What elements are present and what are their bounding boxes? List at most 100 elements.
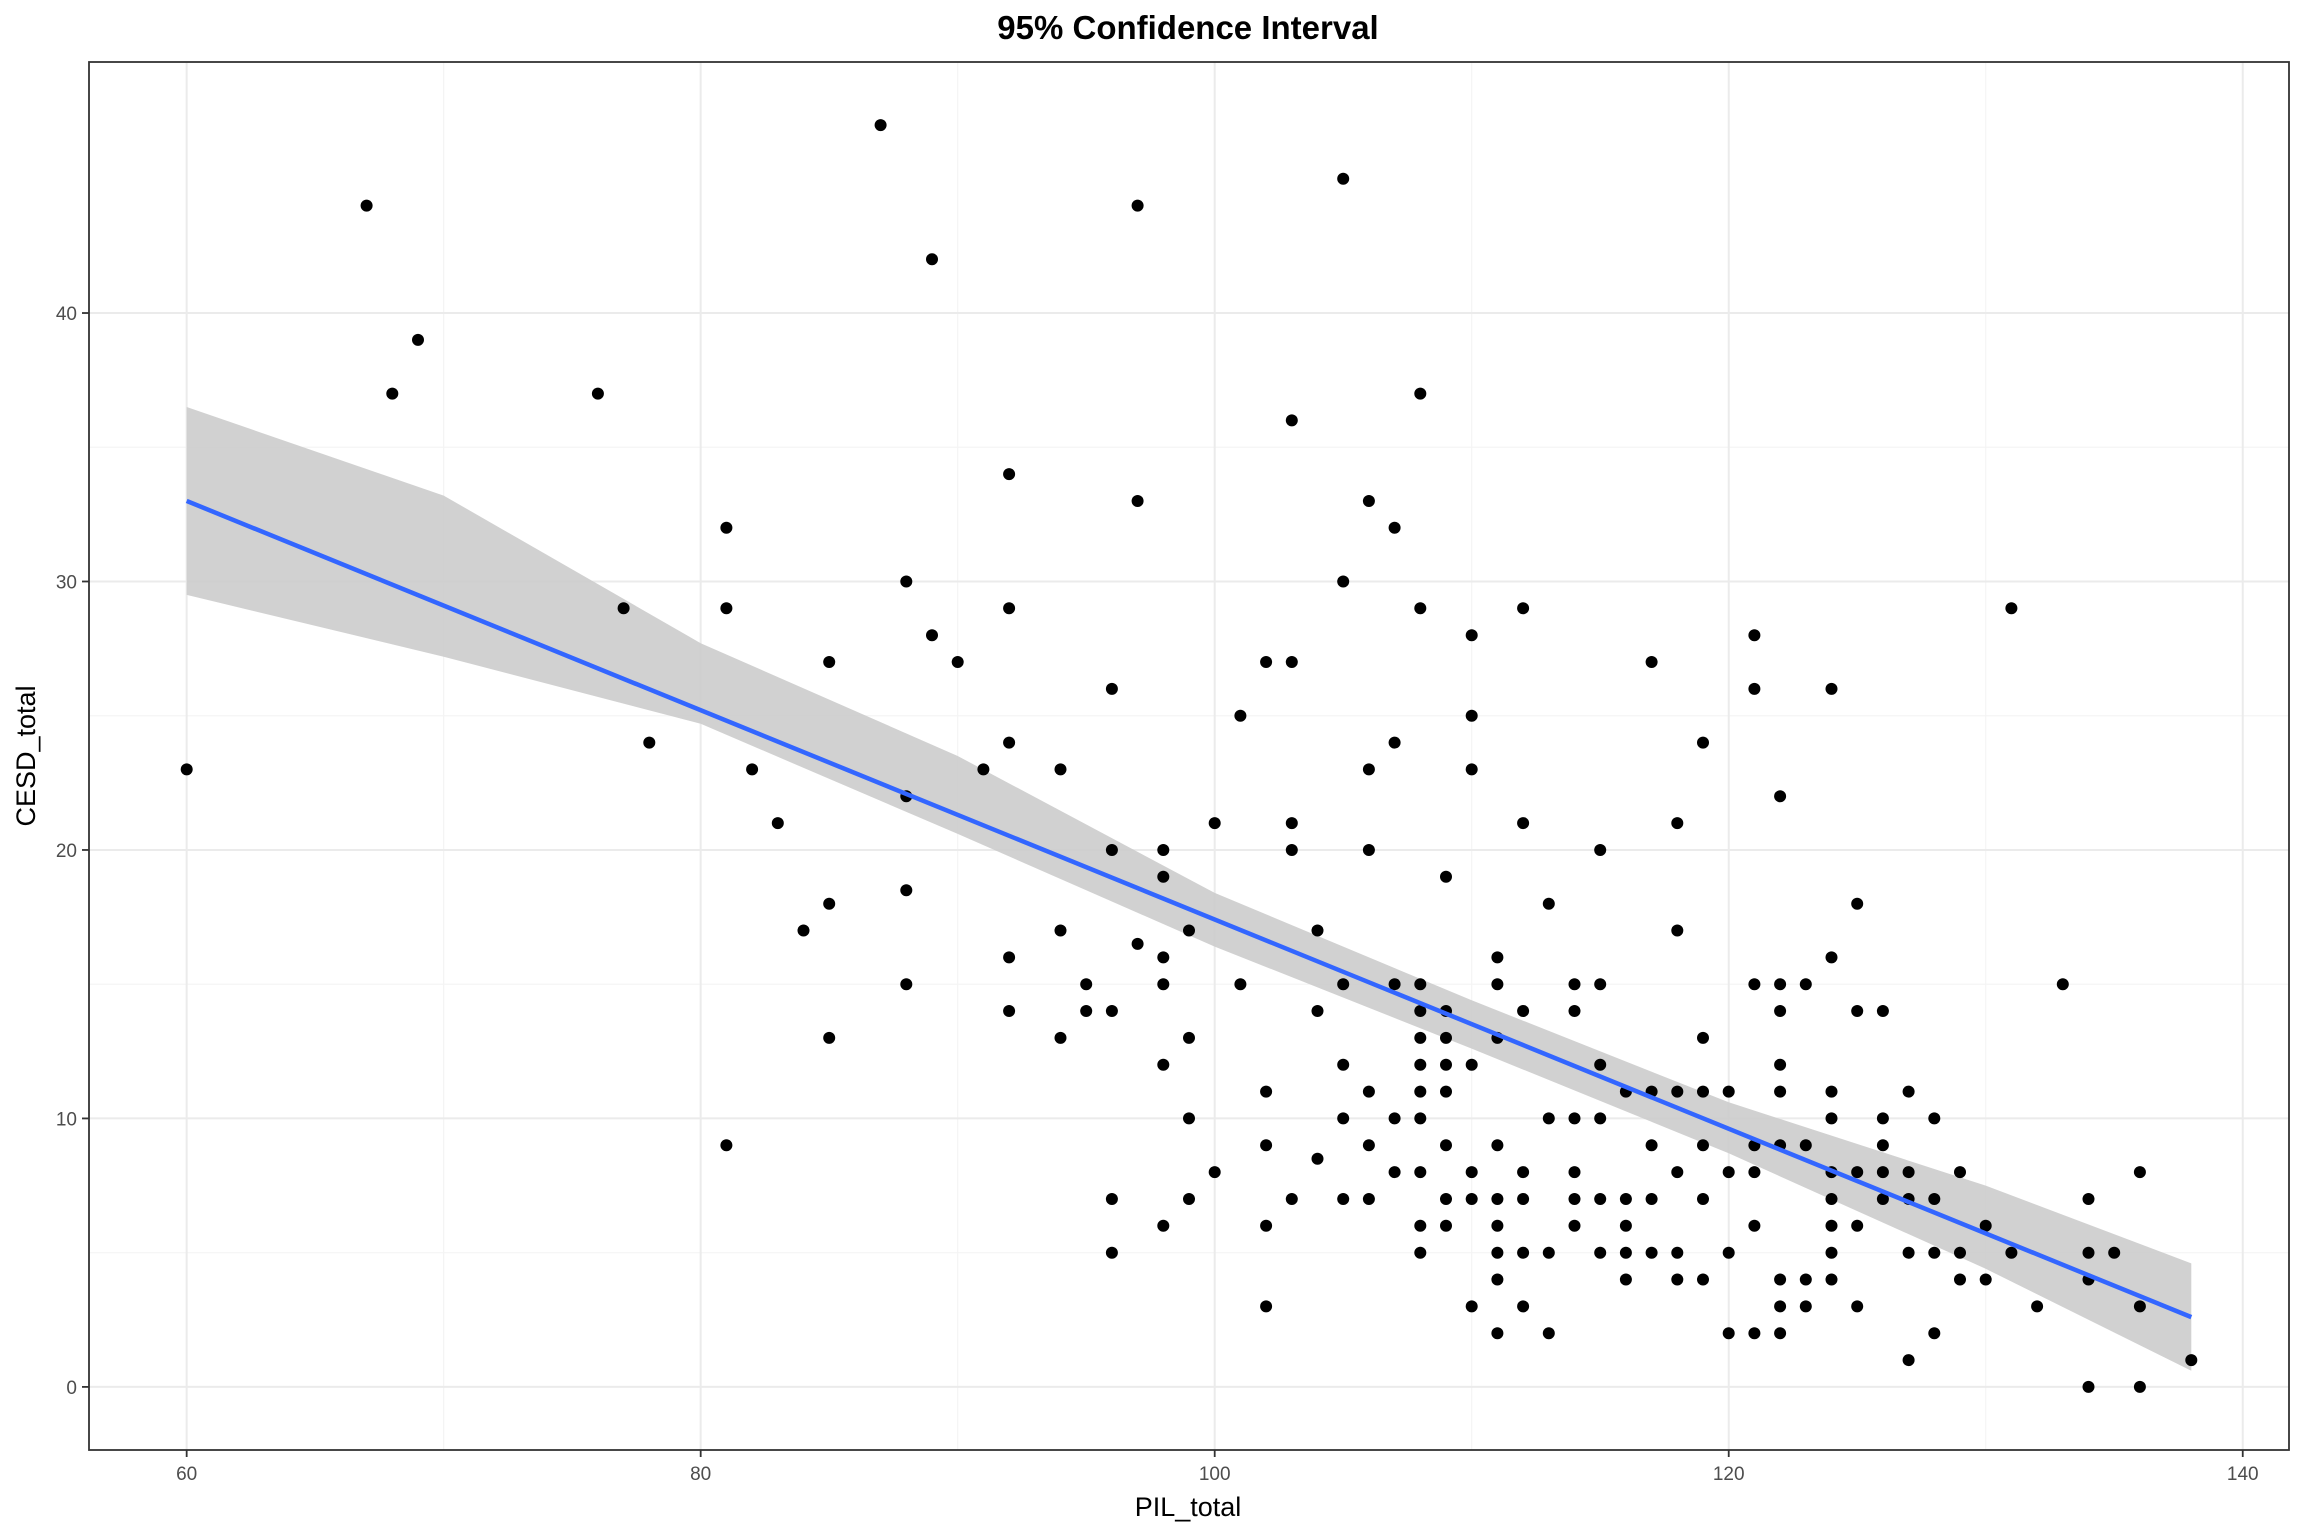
data-point (1285, 414, 1298, 427)
data-point (1568, 978, 1581, 991)
data-point (1722, 1327, 1735, 1340)
data-point (1131, 937, 1144, 950)
data-point (2133, 1166, 2146, 1179)
data-point (1234, 709, 1247, 722)
data-point (1157, 844, 1170, 856)
data-point (1003, 736, 1016, 749)
data-point (1414, 1031, 1427, 1044)
data-point (1105, 682, 1118, 695)
data-point (2185, 1354, 2198, 1367)
data-point (2082, 1246, 2095, 1259)
data-point (1568, 1193, 1581, 1205)
data-point (1465, 1193, 1478, 1205)
data-point (1414, 602, 1427, 615)
data-point (1362, 495, 1375, 507)
data-point (1774, 1085, 1787, 1098)
data-point (1722, 1166, 1735, 1179)
data-point (1491, 951, 1504, 964)
data-point (1362, 1139, 1375, 1152)
data-point (1337, 1058, 1350, 1071)
x-tick-label: 140 (2227, 1464, 2259, 1485)
data-point (1671, 1166, 1684, 1179)
data-point (1414, 1166, 1427, 1179)
data-point (1183, 1193, 1195, 1205)
data-point (1876, 1166, 1889, 1179)
data-point (1491, 1139, 1504, 1152)
data-point (1105, 1246, 1118, 1259)
data-point (1388, 1166, 1401, 1179)
data-point (1825, 682, 1838, 695)
x-tick-label: 120 (1713, 1464, 1745, 1485)
data-point (1671, 817, 1684, 830)
data-point (412, 333, 424, 346)
data-point (1774, 790, 1787, 803)
data-point (1003, 951, 1016, 964)
data-point (1157, 978, 1170, 991)
data-point (1722, 1085, 1735, 1098)
data-point (1362, 844, 1375, 856)
data-point (1851, 1300, 1864, 1313)
data-point (1774, 1273, 1787, 1286)
data-point (1311, 924, 1324, 937)
data-point (1902, 1354, 1915, 1367)
data-point (1928, 1193, 1941, 1205)
data-point (1465, 629, 1478, 642)
data-point (1183, 924, 1195, 937)
data-point (1465, 1058, 1478, 1071)
data-point (1876, 1139, 1889, 1152)
data-point (1105, 1193, 1118, 1205)
data-point (1285, 844, 1298, 856)
data-point (1748, 1327, 1761, 1340)
data-point (1337, 978, 1350, 991)
data-point (1645, 1139, 1658, 1152)
data-point (1491, 1273, 1504, 1286)
data-point (1825, 1246, 1838, 1259)
data-point (1105, 1005, 1118, 1017)
data-point (1979, 1273, 1992, 1286)
y-tick-label: 30 (56, 572, 77, 593)
x-tick-label: 80 (690, 1464, 711, 1485)
data-point (1594, 1193, 1607, 1205)
data-point (1517, 1166, 1530, 1179)
data-point (1440, 1058, 1452, 1071)
data-point (2056, 978, 2069, 991)
data-point (1876, 1005, 1889, 1017)
data-point (1388, 978, 1401, 991)
data-point (1414, 1085, 1427, 1098)
data-point (1594, 1058, 1607, 1071)
data-point (2108, 1246, 2121, 1259)
data-point (1003, 468, 1016, 481)
data-point (1748, 978, 1761, 991)
data-point (1825, 1193, 1838, 1205)
data-point (1362, 1193, 1375, 1205)
data-point (1774, 1327, 1787, 1340)
data-point (1799, 978, 1812, 991)
data-point (2082, 1380, 2095, 1393)
data-point (1414, 978, 1427, 991)
data-point (1697, 1031, 1709, 1044)
data-point (720, 521, 733, 534)
y-tick-label: 40 (56, 304, 77, 325)
x-axis-ticks: 60 80 100 120 140 (176, 1450, 2259, 1485)
data-point (617, 602, 630, 615)
data-point (1440, 1219, 1452, 1232)
data-point (1183, 1112, 1195, 1125)
data-point (1825, 1273, 1838, 1286)
data-point (1208, 817, 1221, 830)
data-point (1697, 1085, 1709, 1098)
data-point (1851, 1005, 1864, 1017)
data-point (1594, 978, 1607, 991)
data-point (1594, 1246, 1607, 1259)
data-point (1414, 1112, 1427, 1125)
data-point (1131, 495, 1144, 507)
data-point (1671, 1273, 1684, 1286)
data-point (900, 575, 913, 588)
data-point (2005, 1246, 2018, 1259)
data-point (1876, 1193, 1889, 1205)
data-point (1774, 1058, 1787, 1071)
data-point (1260, 1085, 1273, 1098)
y-axis-ticks: 0 10 20 30 40 (56, 304, 89, 1399)
data-point (1697, 1193, 1709, 1205)
data-point (1876, 1112, 1889, 1125)
data-point (1671, 1246, 1684, 1259)
